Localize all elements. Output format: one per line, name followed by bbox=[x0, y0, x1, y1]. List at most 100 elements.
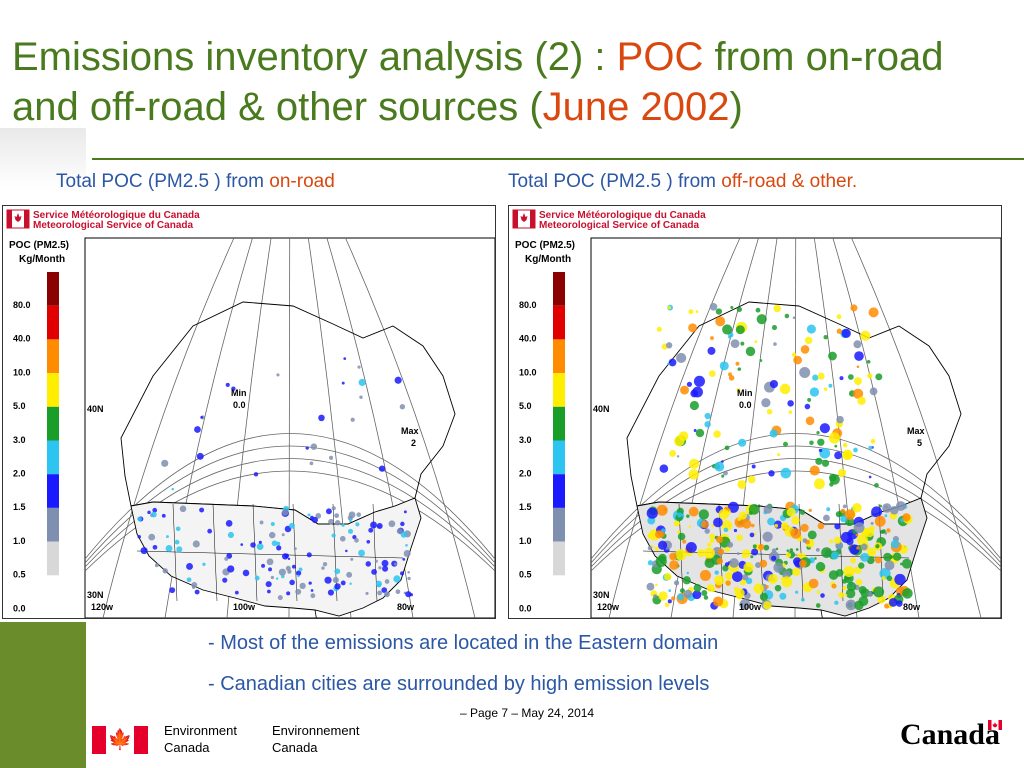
emission-spot bbox=[400, 521, 405, 527]
emission-spot bbox=[667, 305, 671, 310]
emission-spot bbox=[883, 552, 892, 562]
emission-spot bbox=[763, 504, 773, 514]
emission-spot bbox=[826, 507, 831, 512]
emission-spot bbox=[266, 558, 274, 566]
emission-spot bbox=[740, 579, 747, 586]
emission-spot bbox=[407, 576, 411, 581]
emission-spot bbox=[721, 460, 724, 463]
emission-spot bbox=[341, 381, 345, 385]
emission-spot bbox=[376, 523, 383, 529]
right-caption-source: off-road & other. bbox=[721, 171, 858, 192]
emission-spot bbox=[407, 570, 410, 574]
emission-spot bbox=[309, 461, 314, 466]
emission-spot bbox=[762, 531, 773, 542]
emission-spot bbox=[853, 447, 858, 453]
emission-spot bbox=[767, 517, 775, 526]
legend-unit: Kg/Month bbox=[19, 254, 65, 265]
emission-spot bbox=[688, 506, 699, 517]
dept-name-en: Environment Canada bbox=[164, 722, 237, 756]
emission-spot bbox=[646, 582, 655, 591]
emission-spot bbox=[828, 473, 837, 482]
emission-spot bbox=[843, 450, 853, 460]
legend-color-swatch bbox=[553, 507, 565, 542]
emission-spot bbox=[869, 387, 878, 396]
emission-spot bbox=[356, 512, 362, 517]
emission-spot bbox=[821, 459, 830, 467]
legend-color-swatch bbox=[47, 339, 59, 374]
emission-spot bbox=[719, 361, 729, 371]
emission-spot bbox=[829, 539, 834, 544]
emission-spot bbox=[716, 557, 723, 565]
emission-spot bbox=[858, 596, 869, 607]
emission-spot bbox=[334, 568, 341, 575]
title-poc: POC bbox=[616, 35, 704, 79]
emission-spot bbox=[765, 585, 769, 589]
state-border-line bbox=[212, 503, 218, 602]
emission-spot bbox=[815, 548, 820, 552]
emission-spot bbox=[867, 591, 873, 597]
emission-spot bbox=[875, 373, 883, 381]
emission-spot bbox=[881, 576, 886, 581]
emission-spot bbox=[677, 532, 686, 541]
emission-spot bbox=[783, 441, 788, 447]
lon-label: 100w bbox=[233, 602, 256, 612]
emission-spot bbox=[358, 378, 366, 387]
emission-spot bbox=[780, 467, 792, 479]
emission-spot bbox=[722, 565, 729, 572]
emission-spot bbox=[357, 365, 361, 369]
legend-color-swatch bbox=[47, 474, 59, 508]
emission-spot bbox=[667, 599, 672, 604]
emission-spot bbox=[703, 595, 709, 600]
emission-spot bbox=[775, 547, 779, 551]
legend-tick-label: 3.0 bbox=[13, 435, 26, 445]
emission-spot bbox=[834, 451, 842, 460]
emission-spot bbox=[858, 562, 865, 569]
emission-spot bbox=[802, 538, 808, 543]
emission-spot bbox=[673, 580, 680, 586]
emission-spot bbox=[800, 523, 809, 532]
legend-tick-label: 5.0 bbox=[13, 401, 26, 411]
emission-spot bbox=[227, 565, 235, 573]
emission-spot bbox=[256, 543, 264, 551]
emission-spot bbox=[199, 507, 205, 513]
emission-spot bbox=[268, 531, 276, 539]
emission-spot bbox=[668, 358, 677, 367]
emission-spot bbox=[261, 563, 266, 568]
emission-spot bbox=[850, 557, 857, 564]
emission-spot bbox=[688, 323, 698, 333]
bullet-eastern-domain: - Most of the emissions are located in t… bbox=[208, 632, 719, 654]
emission-spot bbox=[368, 527, 374, 533]
legend-tick-label: 0.0 bbox=[13, 603, 26, 613]
emission-spot bbox=[853, 340, 862, 349]
emission-spot bbox=[226, 553, 233, 559]
emission-spot bbox=[715, 316, 726, 327]
emission-spot bbox=[833, 536, 842, 544]
emission-spot bbox=[306, 552, 312, 558]
emission-spot bbox=[318, 414, 325, 422]
emission-spot bbox=[815, 561, 826, 572]
emission-spot bbox=[828, 383, 833, 388]
emission-spot bbox=[809, 387, 820, 397]
legend-tick-label: 40.0 bbox=[519, 334, 537, 344]
emission-spot bbox=[761, 398, 771, 408]
lon-label: 100w bbox=[739, 602, 762, 612]
emission-spot bbox=[814, 557, 817, 560]
emission-spot bbox=[682, 576, 691, 585]
emission-spot bbox=[724, 445, 730, 451]
emission-spot bbox=[753, 583, 764, 594]
emission-spot bbox=[902, 588, 913, 599]
map-area: Min 0.0 Max 5 30N 40N 120w 100w 80w bbox=[590, 237, 1001, 618]
emission-spot bbox=[137, 535, 141, 539]
emission-spot bbox=[751, 464, 756, 469]
emission-spot bbox=[725, 580, 731, 586]
lat-label: 30N bbox=[87, 590, 104, 600]
emission-spot bbox=[823, 387, 828, 391]
emission-spot bbox=[881, 529, 886, 534]
emission-spot bbox=[405, 591, 412, 598]
florida-outline bbox=[820, 609, 823, 618]
emission-spot bbox=[864, 527, 875, 538]
emission-spot bbox=[374, 559, 378, 563]
emission-spot bbox=[225, 520, 233, 527]
emission-spot bbox=[804, 403, 811, 410]
emission-spot bbox=[298, 567, 303, 572]
